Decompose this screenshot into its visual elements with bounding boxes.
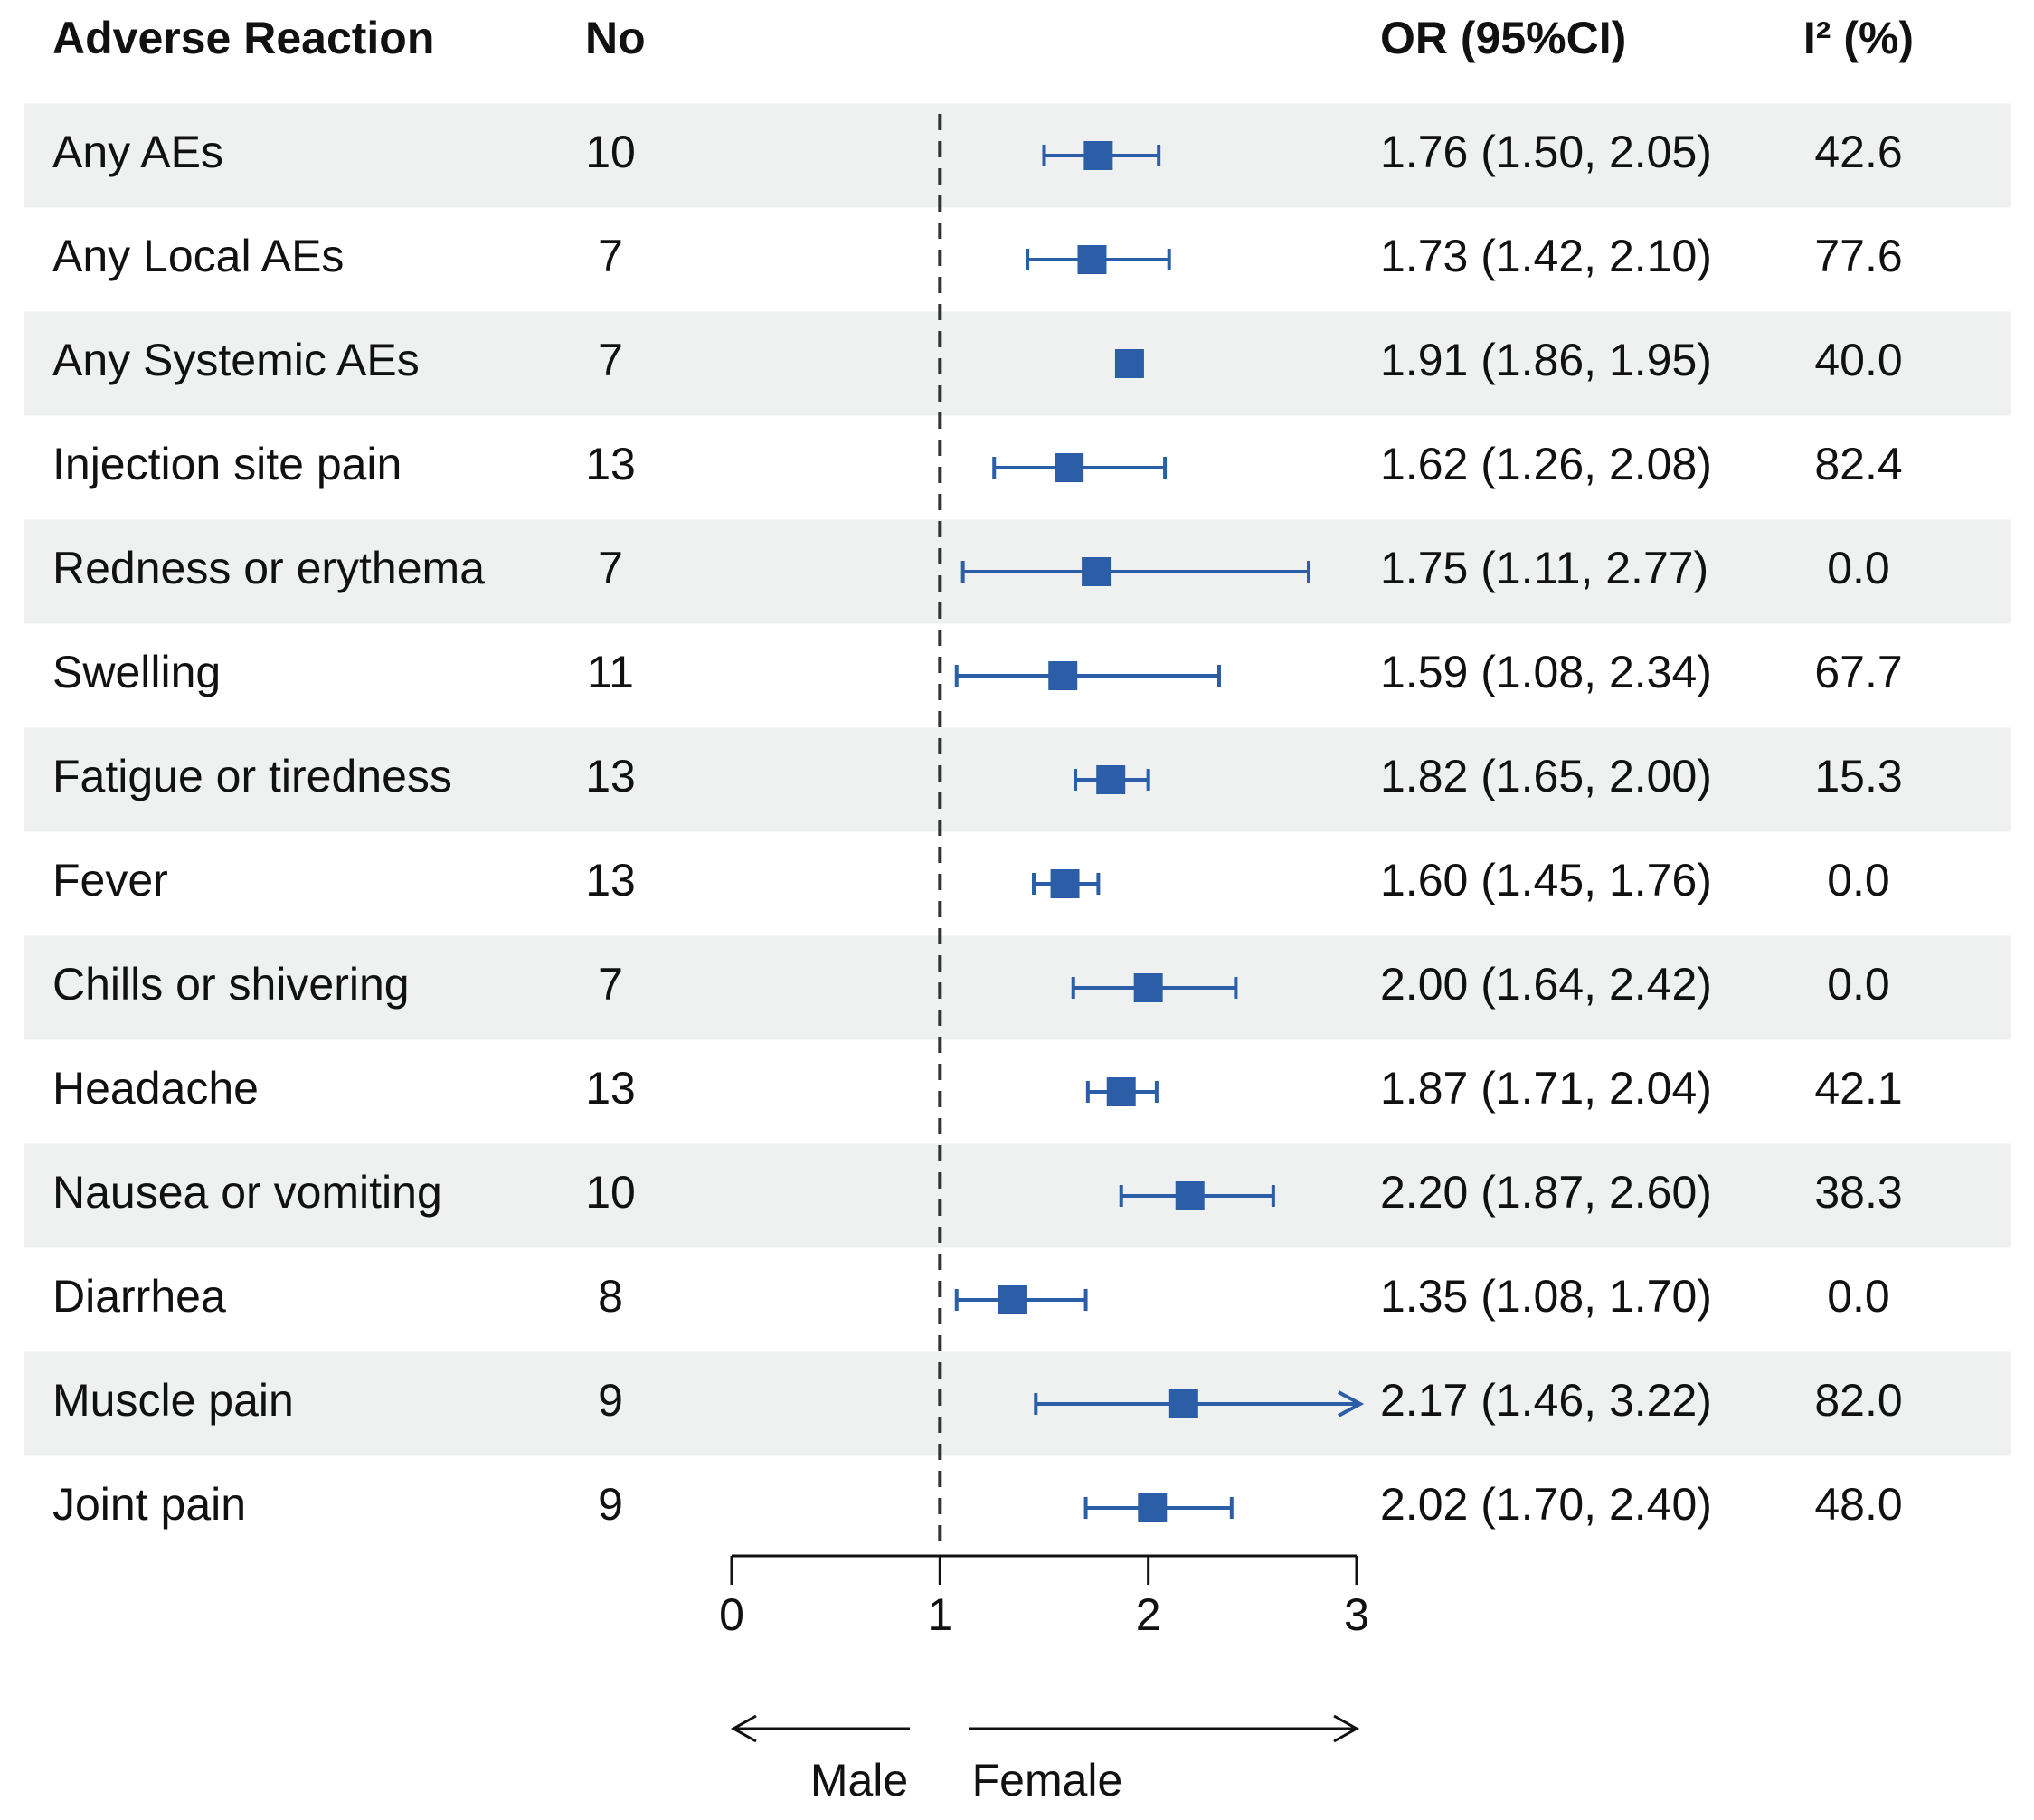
i2-label: 15.3 — [1814, 751, 1902, 801]
i2-label: 0.0 — [1827, 855, 1890, 905]
or-ci-label: 1.75 (1.11, 2.77) — [1380, 543, 1708, 593]
estimate-box — [1175, 1181, 1205, 1210]
or-ci-label: 1.60 (1.45, 1.76) — [1380, 855, 1712, 905]
estimate-box — [1050, 869, 1080, 898]
row-label: Nausea or vomiting — [52, 1167, 442, 1218]
study-count: 7 — [598, 335, 623, 385]
or-ci-label: 1.82 (1.65, 2.00) — [1380, 751, 1712, 801]
i2-label: 82.0 — [1814, 1375, 1902, 1426]
study-count: 9 — [598, 1375, 623, 1426]
row-label: Redness or erythema — [52, 543, 485, 593]
row-band — [24, 935, 2011, 1040]
or-ci-label: 2.20 (1.87, 2.60) — [1380, 1167, 1712, 1218]
i2-label: 40.0 — [1814, 335, 1902, 385]
row-label: Any Local AEs — [52, 231, 344, 281]
i2-label: 42.6 — [1814, 127, 1902, 177]
estimate-box — [1083, 141, 1113, 170]
study-count: 10 — [585, 127, 636, 177]
arrow-head — [730, 1714, 757, 1743]
estimate-box — [1168, 1389, 1198, 1418]
row-label: Fatigue or tiredness — [52, 751, 452, 801]
row-band — [24, 1143, 2011, 1248]
row-label: Injection site pain — [52, 439, 402, 489]
direction-label: Female — [972, 1755, 1123, 1806]
study-count: 9 — [598, 1479, 623, 1530]
study-count: 13 — [585, 751, 636, 801]
i2-label: 48.0 — [1814, 1479, 1902, 1530]
row-label: Chills or shivering — [52, 959, 410, 1010]
i2-label: 0.0 — [1827, 1271, 1890, 1322]
column-header: I² (%) — [1803, 13, 1914, 63]
row-label: Diarrhea — [52, 1271, 226, 1322]
study-count: 11 — [587, 647, 634, 697]
estimate-box — [1133, 973, 1163, 1002]
row-label: Fever — [52, 855, 168, 905]
study-count: 8 — [598, 1271, 623, 1322]
i2-label: 42.1 — [1814, 1063, 1902, 1114]
or-ci-label: 1.91 (1.86, 1.95) — [1380, 335, 1712, 385]
direction-label: Male — [810, 1755, 908, 1806]
row-band — [24, 727, 2011, 832]
x-tick-label: 3 — [1344, 1589, 1369, 1640]
x-tick-label: 1 — [927, 1589, 952, 1640]
or-ci-label: 1.73 (1.42, 2.10) — [1380, 231, 1712, 281]
row-label: Joint pain — [52, 1479, 246, 1530]
column-header: No — [585, 13, 646, 63]
study-count: 7 — [598, 959, 623, 1010]
row-band — [24, 103, 2011, 208]
i2-label: 67.7 — [1814, 647, 1902, 697]
estimate-box — [1055, 453, 1084, 482]
or-ci-label: 1.59 (1.08, 2.34) — [1380, 647, 1712, 697]
estimate-box — [1096, 765, 1126, 794]
or-ci-label: 1.76 (1.50, 2.05) — [1380, 127, 1712, 177]
row-label: Any Systemic AEs — [52, 335, 420, 385]
or-ci-label: 1.62 (1.26, 2.08) — [1380, 439, 1712, 489]
estimate-box — [1114, 349, 1144, 378]
column-header: Adverse Reaction — [52, 13, 434, 63]
estimate-box — [1106, 1077, 1136, 1106]
x-tick-label: 2 — [1136, 1589, 1161, 1640]
i2-label: 0.0 — [1827, 959, 1890, 1010]
estimate-box — [1138, 1493, 1168, 1522]
i2-label: 77.6 — [1814, 231, 1902, 281]
i2-label: 0.0 — [1827, 543, 1890, 593]
or-ci-label: 2.02 (1.70, 2.40) — [1380, 1479, 1712, 1530]
row-label: Muscle pain — [52, 1375, 294, 1426]
row-label: Headache — [52, 1063, 259, 1114]
x-tick-label: 0 — [719, 1589, 744, 1640]
study-count: 13 — [585, 439, 636, 489]
arrow-head — [1333, 1714, 1360, 1743]
study-count: 10 — [585, 1167, 636, 1218]
study-count: 7 — [598, 543, 623, 593]
estimate-box — [1082, 557, 1112, 586]
estimate-box — [1077, 245, 1107, 274]
row-band — [24, 1351, 2011, 1456]
or-ci-label: 2.17 (1.46, 3.22) — [1380, 1375, 1712, 1426]
row-label: Swelling — [52, 647, 221, 697]
arrow-head — [1338, 1390, 1365, 1417]
i2-label: 38.3 — [1814, 1167, 1902, 1218]
study-count: 13 — [585, 855, 636, 905]
or-ci-label: 1.87 (1.71, 2.04) — [1380, 1063, 1712, 1114]
or-ci-label: 1.35 (1.08, 1.70) — [1380, 1271, 1712, 1322]
i2-label: 82.4 — [1814, 439, 1902, 489]
column-header: OR (95%CI) — [1380, 13, 1626, 63]
study-count: 7 — [598, 231, 623, 281]
row-band — [24, 311, 2011, 416]
estimate-box — [998, 1285, 1027, 1314]
or-ci-label: 2.00 (1.64, 2.42) — [1380, 959, 1712, 1010]
row-label: Any AEs — [52, 127, 223, 177]
estimate-box — [1048, 661, 1078, 690]
study-count: 13 — [585, 1063, 636, 1114]
